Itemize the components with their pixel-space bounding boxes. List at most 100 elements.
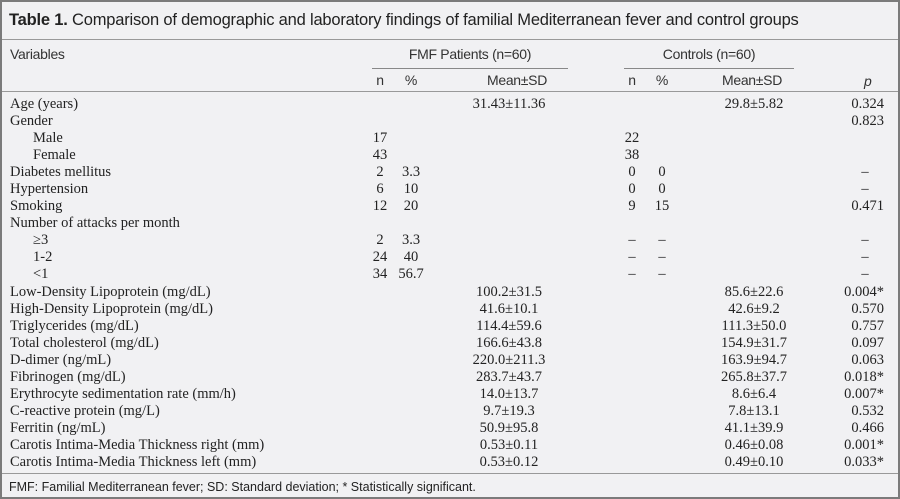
fmf-pct-cell [396,454,426,471]
p-value-cell: 0.757 [851,317,884,334]
spacer-cell [592,164,616,181]
table-title: Comparison of demographic and laboratory… [72,11,799,29]
fmf-mean-cell [426,266,592,283]
control-mean-cell [676,130,832,147]
control-mean-cell: 8.6±6.4 [731,385,777,402]
spacer-cell [592,215,616,232]
fmf-pct-cell [396,437,426,454]
control-pct-cell [648,130,676,147]
header-fmf-pct: % [404,72,418,88]
spacer-cell [592,284,616,301]
variable-cell: ≥3 [33,232,49,249]
spacer-cell [592,232,616,249]
table-row: Erythrocyte sedimentation rate (mm/h) 14.… [2,386,898,403]
control-mean-cell [676,266,832,283]
p-value-cell: 0.823 [851,113,884,130]
spacer-cell [592,335,616,352]
fmf-pct-cell: 3.3 [401,232,421,249]
control-n-cell: 0 [628,164,636,181]
control-mean-cell: 29.8±5.82 [724,96,784,113]
header-control-n: n [628,72,636,88]
fmf-n-cell [364,215,396,232]
fmf-mean-cell [426,164,592,181]
control-pct-cell [648,147,676,164]
control-mean-cell [676,164,832,181]
fmf-n-cell: 2 [376,164,384,181]
fmf-mean-cell: 9.7±19.3 [483,402,535,419]
p-value-cell: 0.324 [851,96,884,113]
control-n-cell: 9 [628,198,636,215]
table-row: Total cholesterol (mg/dL) 166.6±43.8 154.9… [2,335,898,352]
spacer-cell [592,352,616,369]
fmf-pct-cell [396,335,426,352]
header-rule [2,91,898,92]
fmf-mean-cell [426,181,592,198]
control-mean-cell [676,147,832,164]
fmf-mean-cell: 220.0±211.3 [472,351,546,368]
fmf-n-cell: 2 [376,232,384,249]
fmf-n-cell: 43 [372,147,388,164]
fmf-mean-cell: 100.2±31.5 [476,283,542,300]
p-value-cell: 0.007* [844,385,884,402]
p-value-cell [832,215,898,232]
table-row: Gender 0.823 [2,113,898,130]
fmf-pct-cell [396,215,426,232]
control-mean-cell [676,198,832,215]
control-mean-cell: 111.3±50.0 [721,317,787,334]
fmf-mean-cell [426,249,592,266]
control-mean-cell: 163.9±94.7 [721,351,787,368]
header-control-mean: Mean±SD [721,72,783,88]
data-table: Age (years) 31.43±11.36 29.8±5.82 0.324 Gend… [2,96,898,471]
table-row: ≥3 2 3.3 – – – [2,232,898,249]
control-mean-cell [676,215,832,232]
spacer-cell [592,318,616,335]
spacer-cell [592,403,616,420]
control-n-cell [616,284,648,301]
control-n-cell: – [628,249,636,266]
fmf-pct-cell: 3.3 [401,164,421,181]
spacer-cell [592,266,616,283]
fmf-n-cell: 17 [372,130,388,147]
fmf-pct-cell [396,369,426,386]
table-row: Number of attacks per month [2,215,898,232]
fmf-mean-cell: 31.43±11.36 [472,96,546,113]
p-value-cell: 0.004* [844,283,884,300]
variable-cell: <1 [33,266,49,283]
control-pct-cell [648,318,676,335]
control-pct-cell: 15 [654,198,670,215]
control-mean-cell: 85.6±22.6 [724,283,784,300]
p-value-cell: 0.466 [851,419,884,436]
fmf-pct-cell [396,386,426,403]
fmf-pct-cell [396,96,426,113]
control-mean-cell: 42.6±9.2 [728,300,780,317]
control-group-rule [624,68,794,69]
table-row: C-reactive protein (mg/L) 9.7±19.3 7.8±13.… [2,403,898,420]
table-row: Ferritin (ng/mL) 50.9±95.8 41.1±39.9 0.466 [2,420,898,437]
p-value-cell: 0.063 [851,351,884,368]
p-value-cell: 0.471 [851,198,884,215]
table-row: 1-2 24 40 – – – [2,249,898,266]
fmf-pct-cell [396,113,426,130]
control-mean-cell [676,181,832,198]
variable-cell: C-reactive protein (mg/L) [10,402,160,419]
spacer-cell [592,249,616,266]
control-pct-cell [648,386,676,403]
control-mean-cell [676,232,832,249]
fmf-mean-cell: 0.53±0.11 [479,436,539,453]
fmf-pct-cell [396,403,426,420]
control-pct-cell [648,284,676,301]
p-value-cell: – [861,164,869,181]
control-pct-cell [648,301,676,318]
spacer-cell [592,96,616,113]
header-p: p [864,73,872,89]
spacer-cell [592,420,616,437]
fmf-pct-cell: 10 [403,181,419,198]
control-mean-cell: 265.8±37.7 [721,368,787,385]
footnote: FMF: Familial Mediterranean fever; SD: S… [9,480,476,494]
spacer-cell [592,113,616,130]
fmf-mean-cell: 114.4±59.6 [476,317,542,334]
variable-cell: Male [33,130,63,147]
control-mean-cell: 154.9±31.7 [721,334,787,351]
fmf-n-cell [364,113,396,130]
control-mean-cell: 41.1±39.9 [724,419,784,436]
